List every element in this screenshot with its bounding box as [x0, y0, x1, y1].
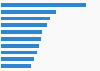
Bar: [1, 58, 34, 61]
Bar: [1, 17, 50, 20]
Bar: [1, 23, 47, 27]
Bar: [1, 37, 40, 41]
Bar: [1, 51, 37, 54]
Bar: [1, 30, 42, 34]
Bar: [1, 3, 86, 7]
Bar: [1, 44, 39, 48]
Bar: [1, 10, 56, 13]
Bar: [1, 64, 31, 68]
